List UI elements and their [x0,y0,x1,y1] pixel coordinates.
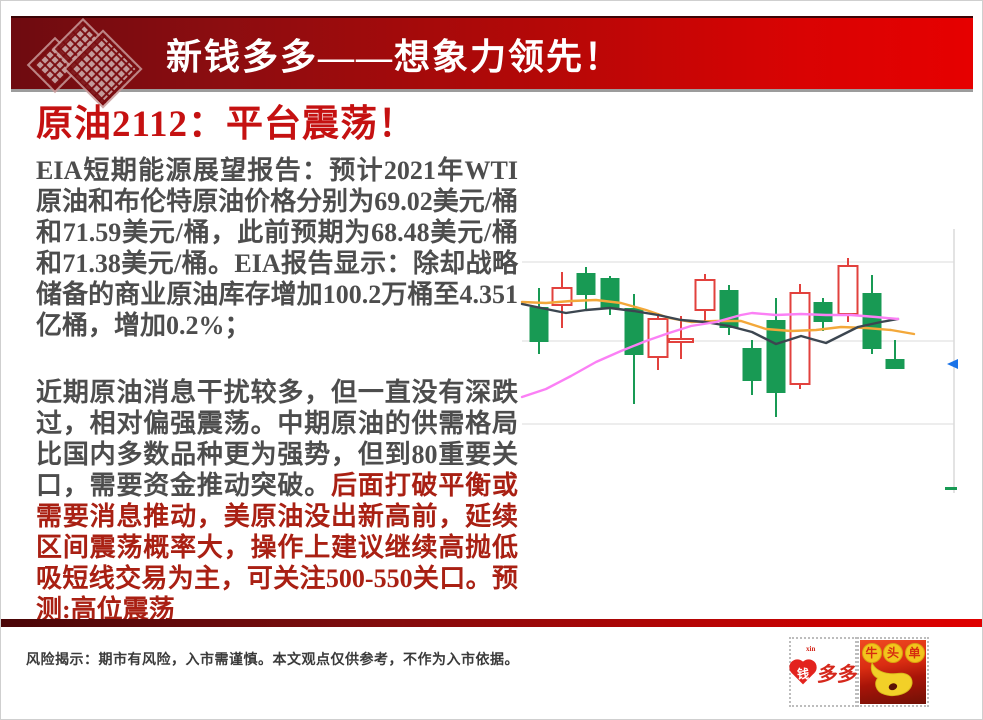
risk-disclaimer: 风险揭示：期市有风险，入市需谨慎。本文观点仅供参考，不作为入市依据。 [26,653,519,668]
banner-title: 新钱多多——想象力领先！ [166,37,623,77]
xin-label: xin [806,645,816,653]
coin-row: 牛 头 单 [860,643,926,663]
coin-icon: 头 [883,643,903,663]
stamp-suffix-label: 多多 [816,663,860,686]
paragraph-outlook: 近期原油消息干扰较多，但一直没有深跌过，相对偏强震荡。中期原油的供需格局比国内多… [36,377,518,625]
heart-character: 钱 [796,667,809,681]
bull-head-icon [870,662,913,697]
article-title: 原油2112：平台震荡！ [36,104,416,145]
candlestick-chart [516,223,982,501]
footer-divider [1,619,982,627]
niutoudan-logo-stamp: 牛 头 单 [857,637,929,707]
outlook-gray-text: 近期原油消息干扰较多，但一直没有深跌过，相对偏强震荡。中期原油的供需格局比国内多… [36,378,518,500]
heart-icon: 钱 [788,656,820,688]
article-column: 原油2112：平台震荡！ EIA短期能源展望报告：预计2021年WTI原油和布伦… [36,93,518,625]
paragraph-eia-report: EIA短期能源展望报告：预计2021年WTI原油和布伦特原油价格分别为69.02… [36,156,518,340]
coin-icon: 牛 [861,643,882,663]
coin-icon: 单 [904,643,925,663]
header-banner: 新钱多多——想象力领先！ [11,16,973,109]
candlestick-chart-svg [520,229,958,493]
qianduoduo-logo-stamp: xin 钱 多多 [788,637,860,707]
outlook-red-text: 后面打破平衡或需要消息推动，美原油没出新高前，延续区间震荡概率大，操作上建议继续… [36,471,518,624]
